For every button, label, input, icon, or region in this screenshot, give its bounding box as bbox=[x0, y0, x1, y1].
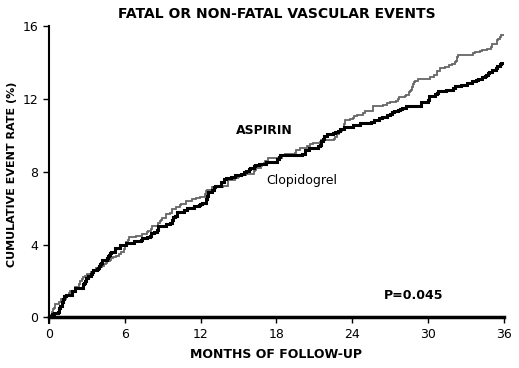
Title: FATAL OR NON-FATAL VASCULAR EVENTS: FATAL OR NON-FATAL VASCULAR EVENTS bbox=[118, 7, 435, 21]
Text: ASPIRIN: ASPIRIN bbox=[236, 124, 293, 137]
Y-axis label: CUMULATIVE EVENT RATE (%): CUMULATIVE EVENT RATE (%) bbox=[7, 82, 17, 267]
X-axis label: MONTHS OF FOLLOW-UP: MONTHS OF FOLLOW-UP bbox=[190, 348, 362, 361]
Text: Clopidogrel: Clopidogrel bbox=[266, 174, 337, 187]
Text: P=0.045: P=0.045 bbox=[384, 289, 443, 302]
